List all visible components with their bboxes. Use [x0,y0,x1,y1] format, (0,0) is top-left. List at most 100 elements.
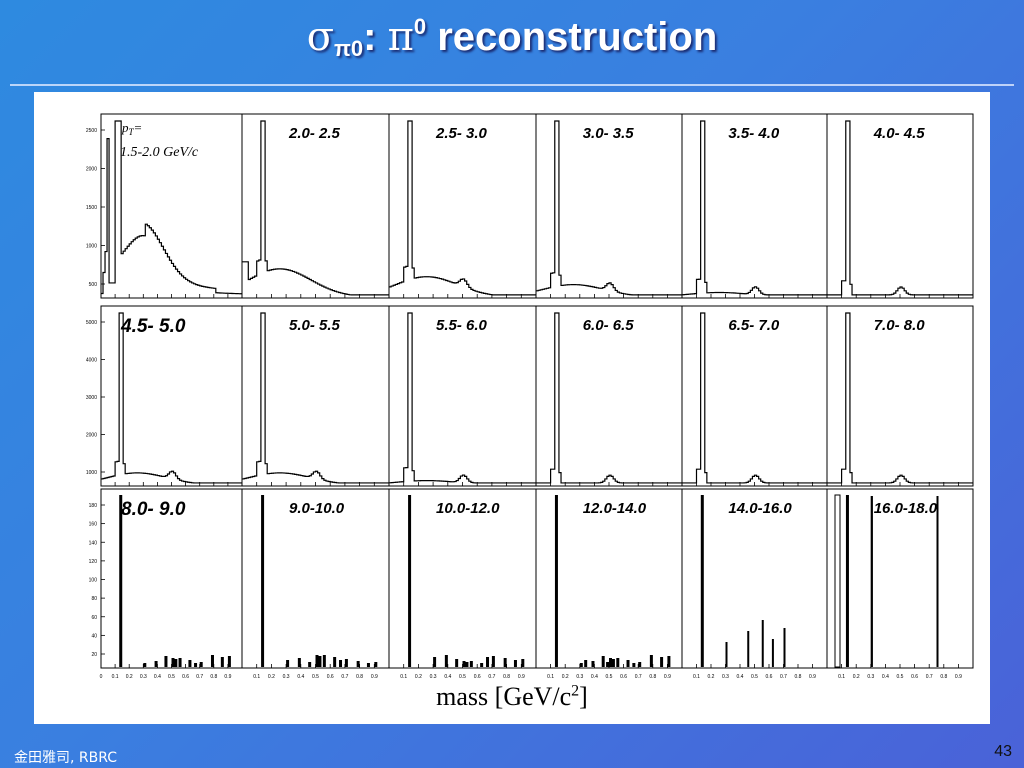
y-tick-label: 1500 [86,205,97,211]
histogram-bin-15 [638,662,642,667]
x-tick-label: 0.3 [140,674,147,680]
x-tick-label: 0.1 [693,674,700,680]
x-tick-label: 0.2 [562,674,569,680]
histogram-bin-12 [188,660,192,667]
title-pi: π [387,14,414,60]
x-tick-label: 0.1 [547,674,554,680]
x-tick-label: 0.9 [955,674,962,680]
histogram-bin-14 [455,659,459,667]
y-tick-label: 60 [91,615,97,621]
histogram-bin-16 [783,628,786,667]
x-tick-label: 0.3 [283,674,290,680]
histogram-bin-14 [465,662,469,667]
histogram-bin-17 [936,496,939,667]
x-tick-label: 0.5 [751,674,758,680]
histogram-bin-13 [333,657,337,667]
y-tick-label: 500 [89,282,98,288]
y-tick-label: 100 [89,578,98,584]
histogram-peak-12 [119,495,123,667]
y-tick-label: 40 [91,633,97,639]
x-tick-label: 0.5 [312,674,319,680]
y-tick-label: 80 [91,596,97,602]
x-axis-label-sup: 2 [571,682,580,700]
y-tick-label: 3000 [86,395,97,401]
histogram-line-7 [242,312,389,484]
histogram-line-10 [682,312,827,484]
histogram-line-0 [101,120,242,295]
panel-label-11: 7.0- 8.0 [874,317,926,334]
x-tick-label: 0.7 [196,674,203,680]
histogram-bin-12 [154,661,158,667]
histogram-bin-14 [521,659,525,667]
x-tick-label: 0.6 [911,674,918,680]
x-tick-label: 0.9 [371,674,378,680]
histogram-peak-17 [845,495,849,667]
histogram-bin-14 [462,661,466,667]
x-tick-label: 0.7 [488,674,495,680]
y-tick-label: 5000 [86,320,97,326]
histogram-bin-14 [513,660,517,667]
histogram-bin-16 [761,620,764,667]
x-tick-label: 0.3 [867,674,874,680]
x-tick-label: 0.6 [766,674,773,680]
histogram-bin-12 [194,663,198,667]
histogram-bin-12 [171,658,175,667]
x-tick-label: 0.2 [853,674,860,680]
y-tick-label: 140 [89,540,98,546]
panel-label-4: 3.5- 4.0 [728,125,780,142]
histogram-bin-12 [143,663,147,667]
x-tick-label: 0.4 [882,674,889,680]
panel-label-6: 4.5- 5.0 [120,316,186,337]
y-tick-label: 1000 [86,470,97,476]
y-tick-label: 4000 [86,358,97,364]
histogram-bin-13 [322,655,326,667]
x-tick-label: 0.9 [664,674,671,680]
histogram-bin-15 [616,658,620,667]
page-number: 43 [994,743,1012,760]
histogram-bin-13 [344,659,348,667]
histogram-bin-12 [164,656,168,667]
x-tick-label: 0.4 [737,674,744,680]
histogram-bin-15 [579,663,583,667]
histogram-line-1 [242,120,389,296]
histogram-bin-13 [339,660,343,667]
x-tick-label: 0.3 [722,674,729,680]
histogram-bin-13 [315,655,319,667]
histogram-line-5 [827,120,973,296]
x-tick-label: 0.1 [838,674,845,680]
x-tick-label: 0.1 [253,674,260,680]
histogram-peak-13 [261,495,265,667]
histogram-bin-15 [611,659,615,667]
x-tick-label: 0.4 [591,674,598,680]
histogram-line-3 [536,120,682,296]
x-tick-label: 0.2 [708,674,715,680]
histogram-bin-14 [491,656,495,667]
x-tick-label: 0.3 [576,674,583,680]
x-tick-label: 0.4 [444,674,451,680]
y-tick-label: 180 [89,503,98,509]
histogram-line-11 [827,312,973,484]
y-tick-label: 1000 [86,244,97,250]
panel-label-17: 16.0-18.0 [874,500,938,517]
histogram-bin-15 [601,656,605,667]
histogram-bin-12 [199,662,203,667]
x-tick-label: 0.8 [356,674,363,680]
panel-label-9: 6.0- 6.5 [583,317,635,334]
y-tick-label: 120 [89,559,98,565]
panel-label-7: 5.0- 5.5 [289,317,341,334]
x-tick-label: 0.9 [518,674,525,680]
histogram-bin-13 [366,663,370,667]
y-tick-label: 2000 [86,167,97,173]
histogram-bin-12 [227,656,231,667]
title-sup: 0 [413,14,427,39]
histogram-bin-13 [286,660,290,667]
x-tick-label: 0.7 [926,674,933,680]
histogram-peak-outline-17 [834,494,841,668]
x-tick-label: 0.8 [210,674,217,680]
x-tick-label: 0.7 [635,674,642,680]
histogram-bin-15 [626,660,630,667]
title-sub: π0 [334,36,364,61]
y-tick-label: 20 [91,652,97,658]
histogram-line-6 [101,312,242,484]
pt-label-line2: 1.5-2.0 GeV/c [120,145,199,160]
